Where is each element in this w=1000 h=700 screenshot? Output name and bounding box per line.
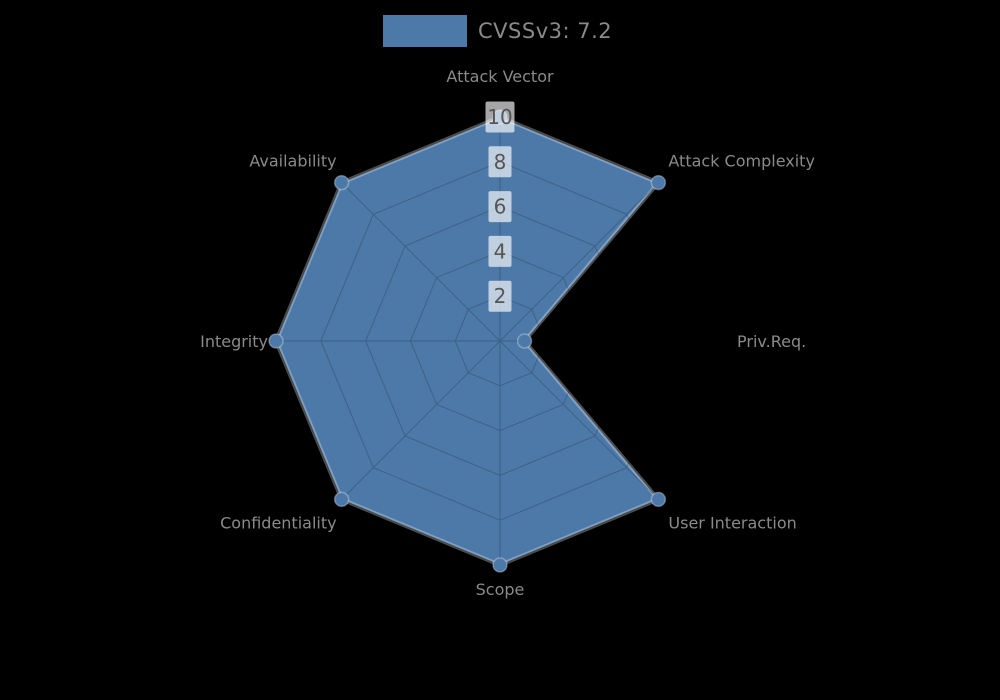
radar-point [333, 491, 350, 508]
legend-label: CVSSv3: 7.2 [478, 19, 613, 43]
radar-point [516, 333, 533, 349]
axis-label: Availability [249, 152, 336, 171]
axis-label: Attack Vector [446, 67, 554, 86]
tick-label: 4 [494, 239, 507, 263]
tick-label: 6 [494, 195, 507, 219]
radar-point [650, 491, 667, 508]
legend-swatch [383, 15, 467, 47]
radar-point [492, 557, 508, 573]
axis-label: Attack Complexity [668, 152, 815, 171]
axis-label: Confidentiality [220, 513, 336, 532]
tick-backdrop [488, 235, 512, 267]
legend[interactable]: CVSSv3: 7.2 [383, 15, 612, 47]
radar-point [650, 174, 667, 191]
axis-label: Scope [476, 580, 525, 599]
radar-point [268, 333, 284, 349]
tick-backdrop [485, 101, 515, 133]
tick-label: 8 [494, 150, 507, 174]
tick-backdrop [488, 280, 512, 312]
radar-point [333, 174, 350, 191]
tick-label: 10 [487, 105, 512, 129]
tick-label: 2 [494, 284, 507, 308]
axis-label: User Interaction [668, 513, 796, 532]
tick-backdrop [488, 146, 512, 178]
axis-label: Integrity [200, 332, 268, 351]
tick-backdrop [488, 191, 512, 223]
axis-label: Priv.Req. [737, 332, 806, 351]
